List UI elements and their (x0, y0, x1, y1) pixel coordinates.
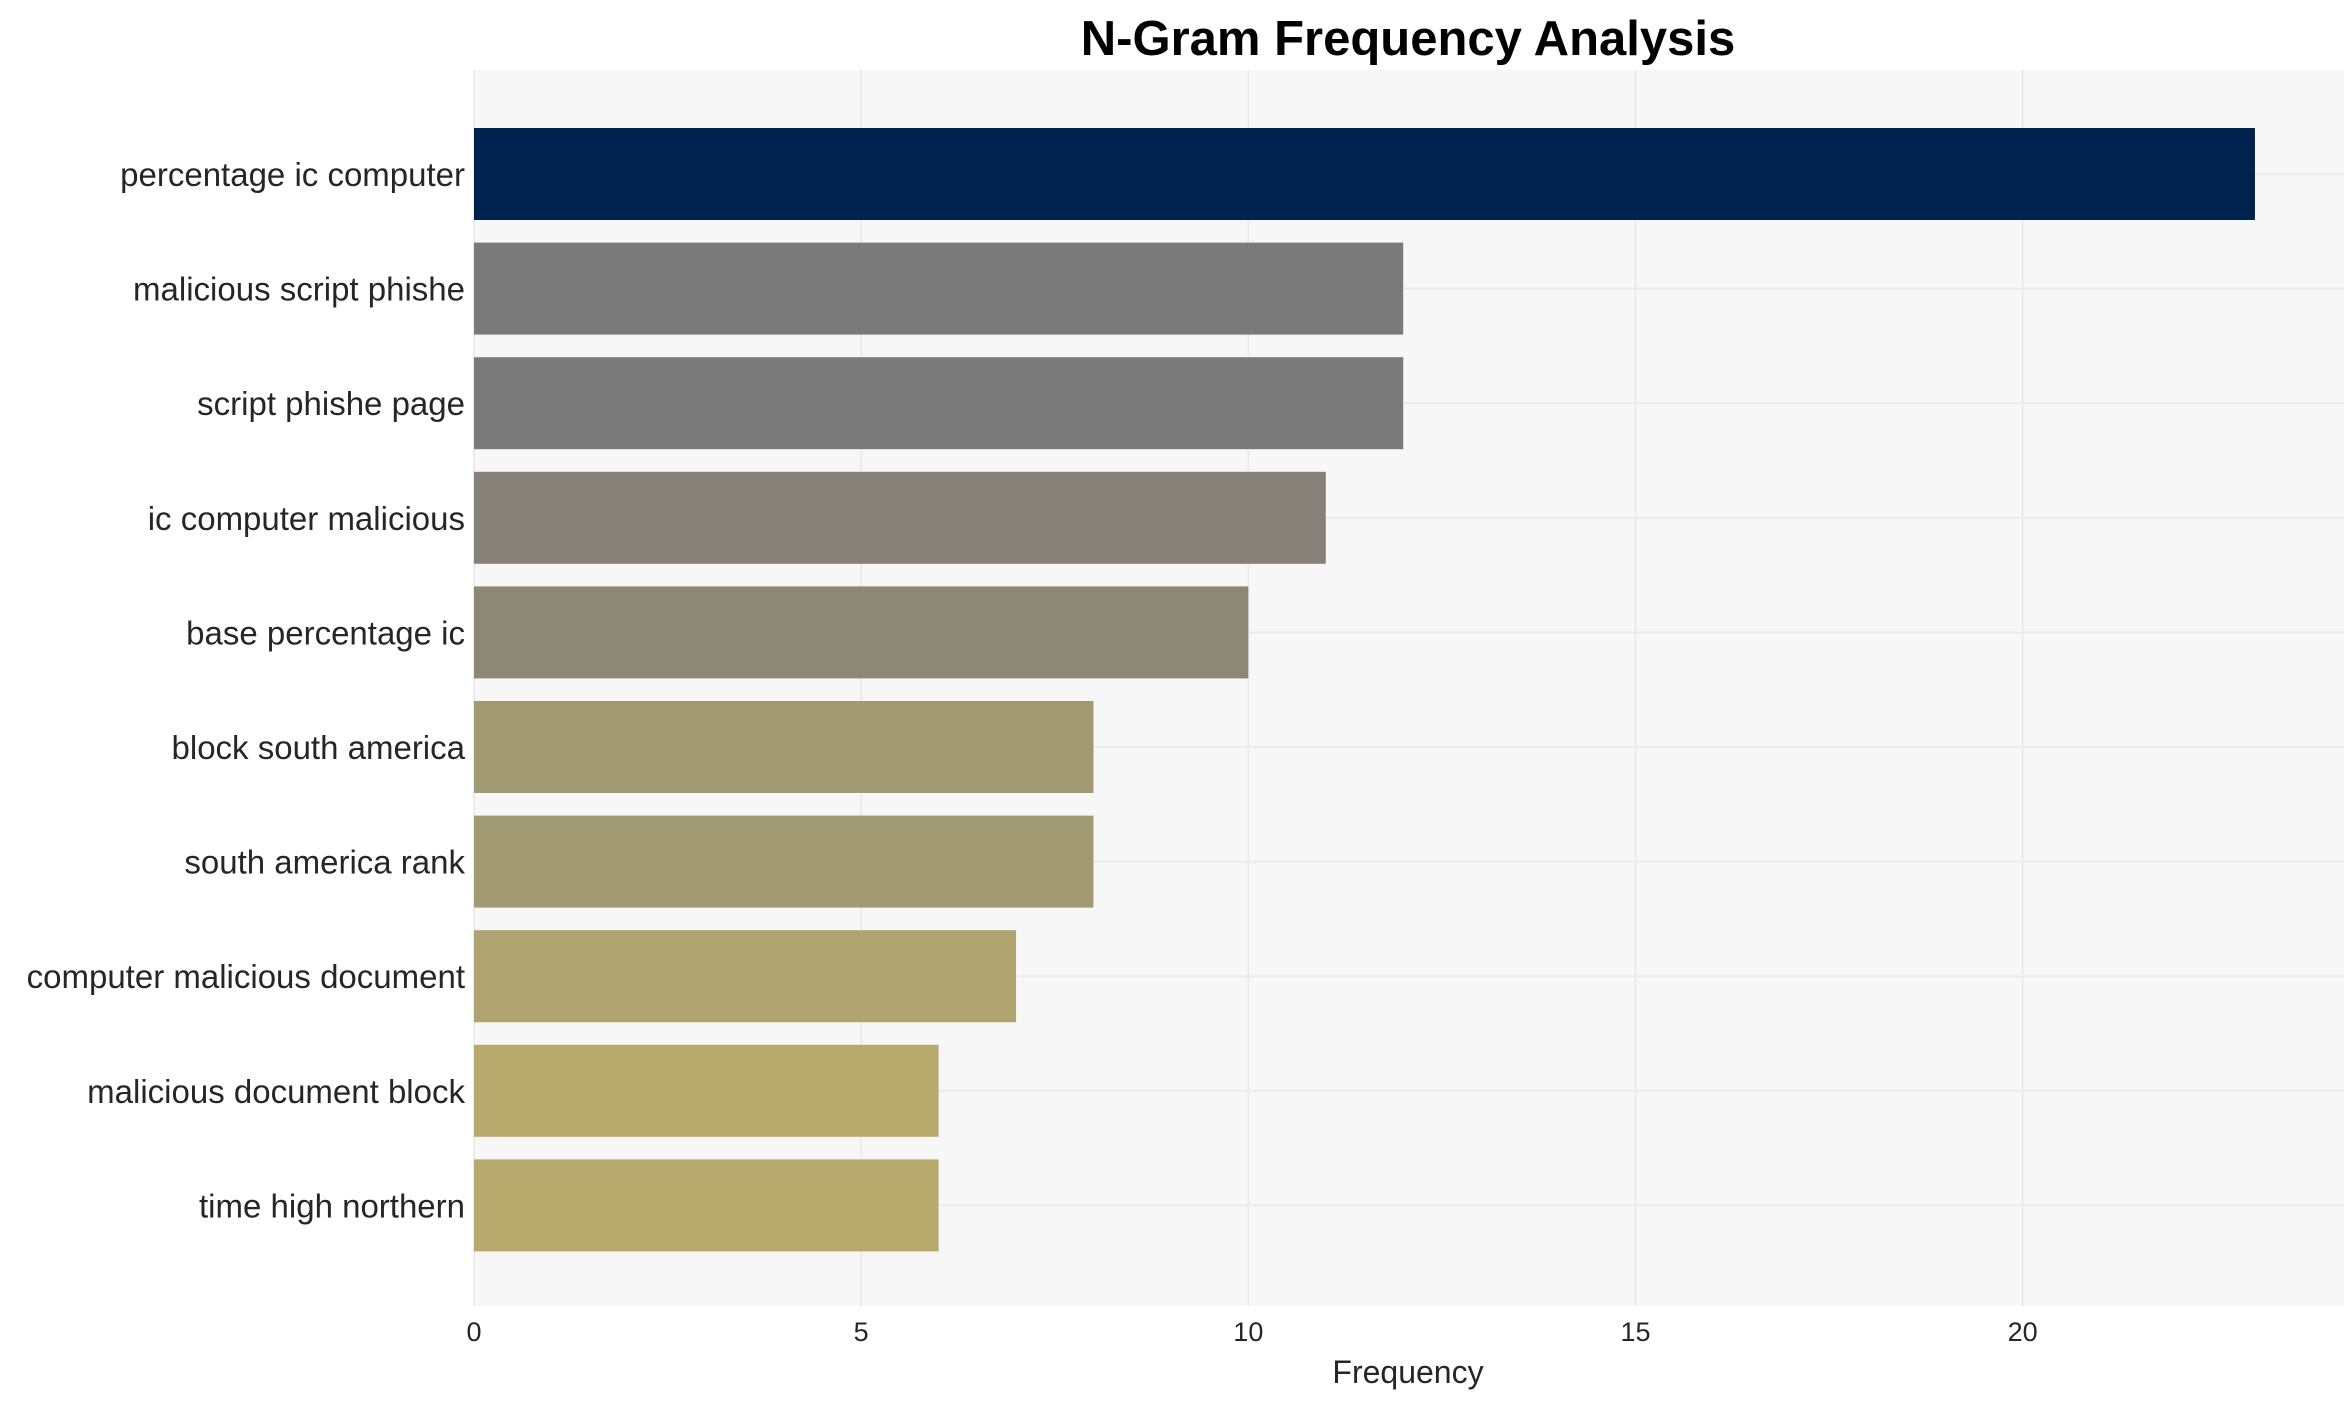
bar (474, 471, 1326, 564)
y-tick-label: south america rank (184, 844, 465, 881)
y-tick-label: ic computer malicious (148, 500, 465, 537)
bar (474, 930, 1017, 1023)
bar (474, 701, 1094, 793)
y-tick-labels: percentage ic computer malicious script p… (27, 156, 466, 1224)
bar (474, 1159, 939, 1252)
x-tick-labels: 0 5 10 15 20 (466, 1317, 2037, 1347)
x-tick-label: 0 (466, 1317, 481, 1347)
bar (474, 1044, 939, 1137)
y-tick-label: script phishe page (197, 385, 465, 422)
y-tick-label: malicious script phishe (133, 271, 465, 308)
chart-title: N-Gram Frequency Analysis (1081, 12, 1735, 66)
x-tick-label: 15 (1620, 1317, 1650, 1347)
y-tick-label: block south america (172, 729, 466, 766)
y-tick-label: malicious document block (87, 1073, 465, 1110)
bar (474, 242, 1404, 335)
x-tick-label: 5 (854, 1317, 869, 1347)
y-tick-label: computer malicious document (27, 958, 465, 995)
bar (474, 586, 1249, 679)
bar (474, 128, 2255, 220)
x-axis-label: Frequency (1332, 1354, 1483, 1390)
y-tick-label: time high northern (199, 1187, 465, 1224)
bar (474, 357, 1404, 450)
bars (474, 128, 2255, 1252)
y-tick-label: base percentage ic (186, 614, 465, 651)
bar (474, 815, 1094, 908)
x-tick-label: 10 (1233, 1317, 1263, 1347)
y-tick-label: percentage ic computer (120, 156, 465, 193)
x-tick-label: 20 (2008, 1317, 2038, 1347)
